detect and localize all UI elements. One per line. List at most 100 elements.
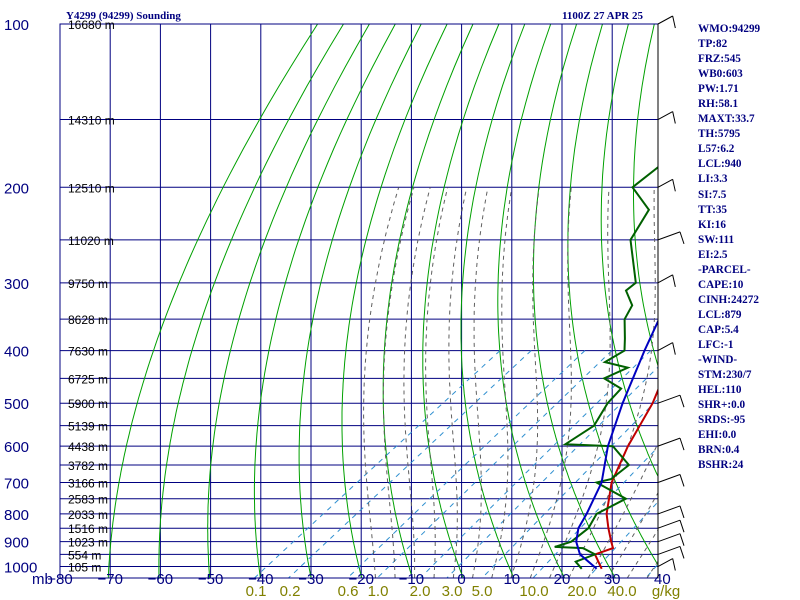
height-label: 7630 m (68, 345, 108, 359)
mixing-ratio-line (532, 446, 658, 578)
sounding-time: 1100Z 27 APR 25 (562, 10, 643, 22)
wind-barb (657, 558, 673, 567)
grid-group (60, 24, 800, 578)
mixing-ratio-label: 1.0 (368, 583, 389, 600)
dry-adiabat-line (633, 24, 658, 368)
index-value: -PARCEL- (698, 263, 751, 276)
wind-barb (657, 505, 681, 515)
pressure-tick-label: 1000 (4, 560, 37, 577)
pressure-tick-label: 700 (4, 475, 29, 492)
temperature-tick-label: −50 (198, 571, 223, 588)
mixing-ratio-label: 40.0 (607, 583, 636, 600)
wind-barb-flag (672, 111, 676, 124)
wind-barb-flag (679, 395, 685, 408)
moist-adiabat-line (510, 187, 540, 578)
index-value: TT:35 (698, 203, 728, 216)
height-label: 2583 m (68, 493, 108, 507)
dry-adiabat-line (497, 24, 566, 578)
dry-adiabat-line (567, 24, 658, 566)
moist-adiabat-line (472, 187, 489, 578)
mixing-ratio-label: 0.1 (246, 583, 267, 600)
moist-adiabat-line (549, 187, 611, 578)
dry-adiabat-line (341, 24, 448, 578)
index-value: LCL:879 (698, 308, 742, 321)
height-label: 105 m (68, 561, 101, 575)
index-value: WB0:603 (698, 68, 743, 81)
dry-adiabat-line (107, 24, 319, 578)
height-label: 14310 m (68, 114, 115, 128)
dry-adiabat-line (532, 24, 616, 578)
wind-barb-flag (672, 179, 676, 192)
wind-barb (657, 437, 681, 447)
moist-adiabat-line (491, 187, 513, 578)
temperature-labels: −80 −70 −60 −50 −40 −30 −20 −10 0 10 20 30 40 (47, 571, 670, 588)
wind-barb (657, 178, 673, 188)
pressure-unit-label: mb (32, 571, 53, 588)
wind-barb (657, 342, 673, 352)
mixing-ratio-unit-label: g/kg (652, 583, 680, 600)
pressure-tick-label: 900 (4, 535, 29, 552)
wind-barb (657, 545, 681, 555)
pressure-tick-label: 300 (4, 276, 29, 293)
wind-barb-flag (679, 505, 685, 519)
index-value: TH:5795 (698, 128, 741, 141)
mixing-ratio-label: 3.0 (442, 583, 463, 600)
mixing-ratio-label: 20.0 (567, 583, 596, 600)
index-value: CAP:5.4 (698, 323, 739, 336)
wind-barb (657, 111, 673, 120)
moist-adiabat-line (626, 528, 658, 578)
index-value: EHI:0.0 (698, 429, 737, 442)
pressure-tick-label: 600 (4, 439, 29, 456)
moist-adiabat-line (646, 560, 658, 578)
sounding-title: Y4299 (94299) Sounding (66, 10, 181, 22)
index-value: MAXT:33.7 (698, 113, 755, 126)
dry-adiabat-line (382, 24, 474, 578)
mixing-ratio-label: 5.0 (472, 583, 493, 600)
moist-adiabat-line (587, 441, 658, 578)
index-value: STM:230/7 (698, 369, 752, 382)
moist-adiabat-line (529, 187, 572, 578)
wind-barb-flag (672, 15, 676, 29)
dry-adiabat-line (782, 24, 800, 578)
wind-barb-flag (679, 437, 685, 451)
wind-barb-flag (679, 520, 685, 533)
pressure-tick-label: 500 (4, 396, 29, 413)
index-value: BSHR:24 (698, 459, 744, 472)
dry-adiabat-line (695, 24, 800, 578)
wind-barb-flag (672, 274, 676, 287)
dry-adiabat-line (460, 24, 526, 578)
temperature-tick-label: −70 (97, 571, 122, 588)
mixing-ratio-line (254, 350, 501, 578)
temperature-tick-label: −30 (298, 571, 323, 588)
index-value: PW:1.71 (698, 83, 739, 96)
indices-panel: WMO:94299 TP:82 FRZ:545 WB0:603 PW:1.71 RH:58… (698, 22, 798, 473)
dry-adiabat-line (665, 24, 800, 578)
index-value: SHR+:0.0 (698, 399, 746, 412)
height-label: 2033 m (68, 508, 108, 522)
index-value: SRDS:-95 (698, 414, 746, 427)
pressure-tick-label: 400 (4, 344, 29, 361)
moist-adiabat-line (382, 187, 415, 578)
moist-adiabat-line (363, 187, 400, 578)
height-label: 4438 m (68, 440, 108, 454)
wind-barb-flag (679, 546, 685, 559)
parcel-profile-line (575, 318, 658, 570)
dry-adiabat-line (422, 24, 500, 578)
mixing-ratio-line (347, 350, 586, 578)
index-value: LCL:940 (698, 158, 742, 171)
pressure-tick-label: 200 (4, 180, 29, 197)
index-value: CAPE:10 (698, 278, 744, 291)
mixing-ratio-label: 0.2 (280, 583, 301, 600)
mixing-ratio-line (481, 398, 658, 578)
mixing-ratio-line (446, 366, 658, 578)
wind-barb (657, 15, 673, 25)
mixing-ratio-label: 10.0 (519, 583, 548, 600)
mixing-ratio-label: 0.6 (338, 583, 359, 600)
temperature-tick-label: −40 (248, 571, 273, 588)
moist-adiabat-line (448, 187, 468, 578)
index-value: FRZ:545 (698, 53, 741, 66)
dry-adiabat-line (298, 24, 422, 578)
moist-adiabat-line (425, 187, 449, 578)
index-value: SW:111 (698, 233, 735, 246)
